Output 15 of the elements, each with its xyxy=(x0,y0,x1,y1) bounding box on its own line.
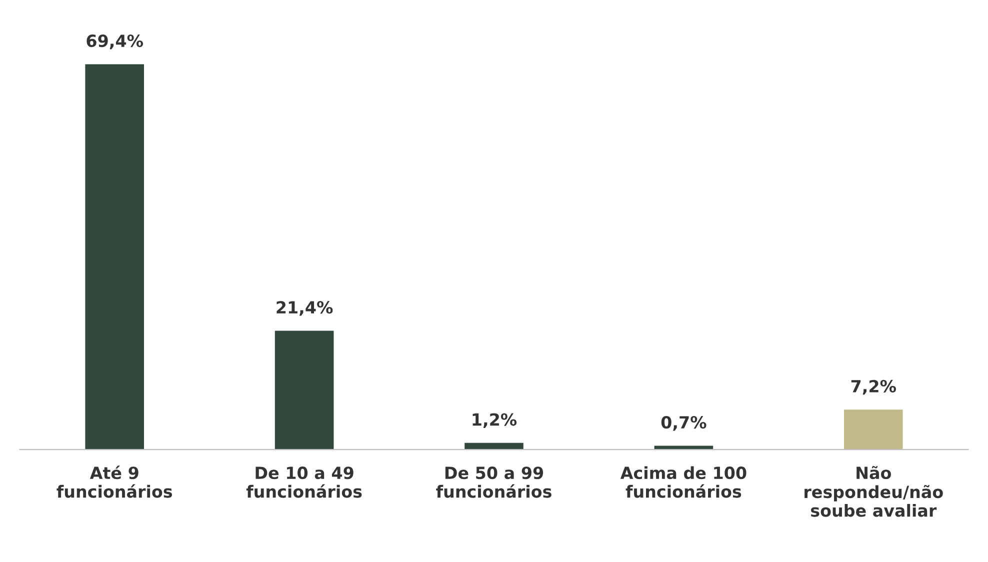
bar xyxy=(844,410,903,450)
bar xyxy=(274,330,334,450)
bar xyxy=(85,64,144,450)
data-label: 21,4% xyxy=(276,301,333,316)
data-label: 0,7% xyxy=(661,416,706,431)
data-label: 7,2% xyxy=(851,380,896,395)
x-tick-label: De 10 a 49 funcionários xyxy=(246,466,362,498)
bar xyxy=(464,442,524,450)
x-tick-label: Não respondeu/não soube avaliar xyxy=(804,466,943,517)
x-tick-label: Acima de 100 funcionários xyxy=(620,466,746,498)
x-tick-label: De 50 a 99 funcionários xyxy=(436,466,552,498)
x-tick-label: Até 9 funcionários xyxy=(56,466,172,498)
bar xyxy=(654,446,714,450)
data-label: 1,2% xyxy=(472,413,517,428)
data-label: 69,4% xyxy=(86,34,143,50)
